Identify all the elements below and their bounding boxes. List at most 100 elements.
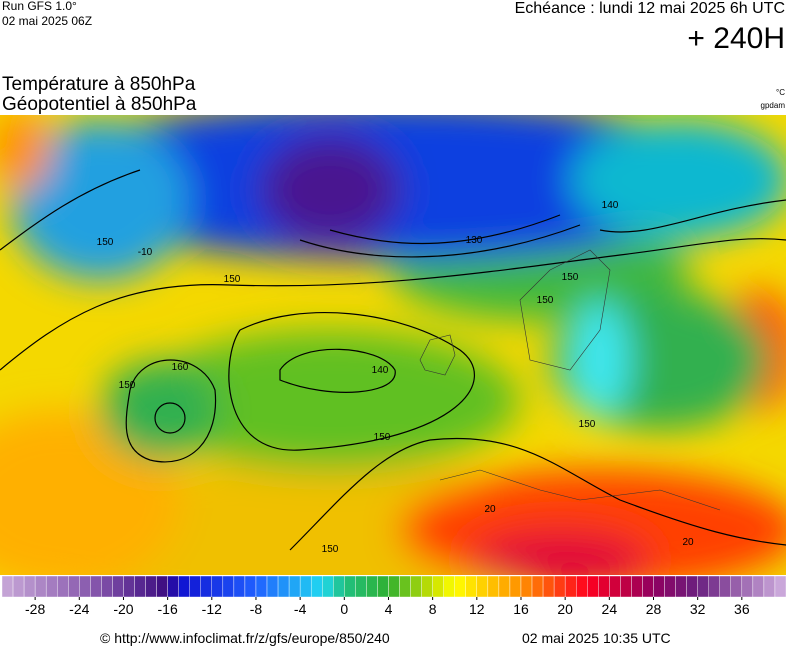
contour-label: 150 — [97, 237, 114, 248]
colorbar-cell — [244, 575, 257, 598]
colorbar-tick-label: 32 — [690, 601, 706, 617]
run-label: Run GFS 1.0° — [2, 0, 77, 13]
colorbar-tick-label: -24 — [69, 601, 89, 617]
colorbar-cell — [531, 575, 544, 598]
colorbar-cell — [399, 575, 411, 598]
contour-label: 20 — [484, 504, 496, 515]
colorbar-tick-label: 20 — [557, 601, 573, 617]
colorbar-cell — [763, 575, 776, 598]
lead-time: + 240H — [687, 22, 785, 55]
echeance: Echéance : lundi 12 mai 2025 6h UTC — [515, 0, 785, 17]
contour-label: -10 — [138, 247, 153, 258]
colorbar-cell — [34, 575, 47, 598]
colorbar-cell — [23, 575, 36, 598]
colorbar-cell — [167, 575, 179, 598]
colorbar-tick-label: -20 — [113, 601, 133, 617]
unit-temperature: °C — [776, 88, 785, 97]
colorbar-cell — [487, 575, 500, 598]
colorbar-cell — [410, 575, 422, 598]
colorbar-cell — [675, 575, 687, 598]
contour-label: 130 — [466, 235, 483, 246]
title-temperature: Température à 850hPa — [2, 74, 196, 95]
colorbar-cell — [12, 575, 25, 598]
colorbar-cell — [68, 575, 80, 598]
colorbar-cell — [653, 575, 665, 598]
colorbar-cell — [156, 575, 168, 598]
map — [0, 115, 786, 575]
colorbar-cell — [421, 575, 433, 598]
colorbar-cell — [310, 575, 323, 598]
contour-label: 150 — [322, 544, 339, 555]
colorbar-cell — [575, 575, 588, 598]
contour-label: 150 — [224, 274, 241, 285]
colorbar-cell — [222, 575, 235, 598]
colorbar-cell — [443, 575, 455, 598]
contour-label: 140 — [372, 365, 389, 376]
title-geopotential: Géopotentiel à 850hPa — [2, 94, 197, 115]
colorbar-cell — [355, 575, 367, 598]
colorbar-cell — [123, 575, 135, 598]
colorbar-tick-label: 0 — [340, 601, 348, 617]
colorbar-cell — [344, 575, 356, 598]
timestamp: 02 mai 2025 10:35 UTC — [522, 630, 671, 646]
unit-geopotential: gpdam — [761, 101, 786, 110]
colorbar-cell — [719, 575, 731, 598]
colorbar-cell — [1, 575, 14, 598]
colorbar-cell — [752, 575, 765, 598]
colorbar-cell — [664, 575, 676, 598]
colorbar-cell — [112, 575, 124, 598]
colorbar-cell — [520, 575, 533, 598]
colorbar-cell — [465, 575, 478, 598]
colorbar-cell — [266, 575, 279, 598]
contour-label: 150 — [562, 272, 579, 283]
colorbar-cell — [388, 575, 400, 598]
colorbar-cell — [620, 575, 632, 598]
colorbar-cell — [211, 575, 224, 598]
contour-label: 150 — [374, 432, 391, 443]
colorbar-tick-label: 4 — [385, 601, 393, 617]
colorbar-cell — [697, 575, 709, 598]
colorbar-cell — [189, 575, 201, 598]
colorbar-cell — [609, 575, 621, 598]
run-date: 02 mai 2025 06Z — [2, 14, 92, 28]
colorbar-cell — [598, 575, 610, 598]
colorbar-cell — [333, 575, 345, 598]
colorbar-cell — [509, 575, 522, 598]
colorbar-cell — [708, 575, 720, 598]
source-url: © http://www.infoclimat.fr/z/gfs/europe/… — [100, 630, 390, 646]
contour-label: 140 — [602, 200, 619, 211]
colorbar-cell — [476, 575, 489, 598]
colorbar-cell — [299, 575, 312, 598]
colorbar-cell — [774, 575, 786, 598]
colorbar-cell — [553, 575, 566, 598]
colorbar-tick-label: 16 — [513, 601, 529, 617]
colorbar-cell — [642, 575, 654, 598]
colorbar-cell — [79, 575, 91, 598]
contour-labels: 150 150 150 140 130 150 140 160 150 150 150 150 -10 2… — [97, 200, 694, 555]
colorbar-cell — [255, 575, 268, 598]
contour-label: 150 — [579, 419, 596, 430]
colorbar-tick-label: 24 — [602, 601, 618, 617]
colorbar-cell — [542, 575, 555, 598]
colorbar-cell — [178, 575, 190, 598]
colorbar-cell — [57, 575, 69, 598]
colorbar-cell — [587, 575, 599, 598]
contour-label: 20 — [682, 537, 694, 548]
colorbar-cell — [90, 575, 102, 598]
colorbar-cell — [741, 575, 754, 598]
colorbar-cell — [730, 575, 743, 598]
contour-label: 150 — [119, 380, 136, 391]
colorbar-tick-label: -16 — [158, 601, 178, 617]
colorbar-cell — [322, 575, 334, 598]
colorbar-cell — [145, 575, 157, 598]
colorbar-tick-label: 8 — [429, 601, 437, 617]
colorbar-cell — [631, 575, 643, 598]
colorbar-cell — [101, 575, 113, 598]
contour-label: 160 — [172, 362, 189, 373]
colorbar-cell — [200, 575, 213, 598]
colorbar-cell — [564, 575, 577, 598]
colorbar-cell — [277, 575, 290, 598]
colorbar-cell — [134, 575, 146, 598]
colorbar-cell — [686, 575, 698, 598]
